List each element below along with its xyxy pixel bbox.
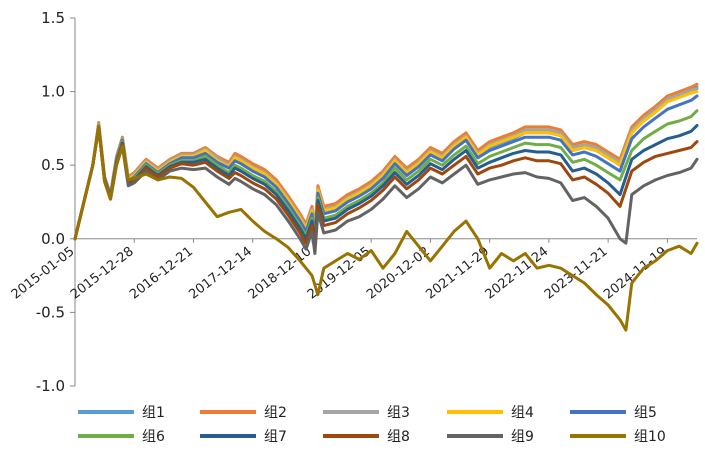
y-tick-label: -1.0 bbox=[36, 377, 65, 395]
axes bbox=[74, 18, 697, 386]
x-tick-label: 2021-11-29 bbox=[423, 244, 492, 302]
x-axis-ticks: 2015-01-052015-12-282016-12-212017-12-14… bbox=[9, 238, 670, 302]
x-tick-label: 2015-01-05 bbox=[9, 244, 78, 302]
x-tick-label: 2023-11-21 bbox=[542, 244, 611, 302]
x-tick-label: 2022-11-24 bbox=[483, 244, 552, 302]
y-tick-label: 0.5 bbox=[41, 156, 65, 174]
legend-label: 组2 bbox=[264, 405, 287, 421]
legend-label: 组6 bbox=[142, 429, 165, 445]
x-tick-label: 2015-12-28 bbox=[68, 244, 137, 302]
y-axis-ticks: 1.5 1.0 0.5 0.0 -0.5 -1.0 bbox=[36, 9, 75, 395]
legend-label: 组10 bbox=[634, 429, 666, 445]
legend-label: 组1 bbox=[142, 405, 165, 421]
x-tick-label: 2024-11-19 bbox=[601, 244, 670, 302]
legend-label: 组7 bbox=[264, 429, 287, 445]
y-tick-label: 0.0 bbox=[41, 230, 65, 248]
series-line-9 bbox=[73, 126, 699, 255]
legend-label: 组8 bbox=[387, 429, 410, 445]
series-lines bbox=[73, 82, 699, 332]
legend-label: 组4 bbox=[511, 405, 534, 421]
x-tick-label: 2017-12-14 bbox=[186, 244, 255, 302]
legend-label: 组5 bbox=[634, 405, 657, 421]
x-tick-label: 2016-12-21 bbox=[127, 244, 196, 302]
series-line-8 bbox=[73, 125, 699, 250]
series-line-7 bbox=[73, 124, 699, 245]
y-tick-label: 1.0 bbox=[41, 83, 65, 101]
x-tick-label: 2018-12-10 bbox=[246, 244, 315, 302]
legend: 组1 组2 组3 组4 组5 组6 组7 组8 组9 组10 bbox=[78, 405, 666, 445]
legend-label: 组3 bbox=[387, 405, 410, 421]
y-tick-label: 1.5 bbox=[41, 9, 65, 27]
series-line-10 bbox=[73, 125, 699, 332]
y-tick-label: -0.5 bbox=[36, 303, 65, 321]
legend-label: 组9 bbox=[511, 429, 534, 445]
